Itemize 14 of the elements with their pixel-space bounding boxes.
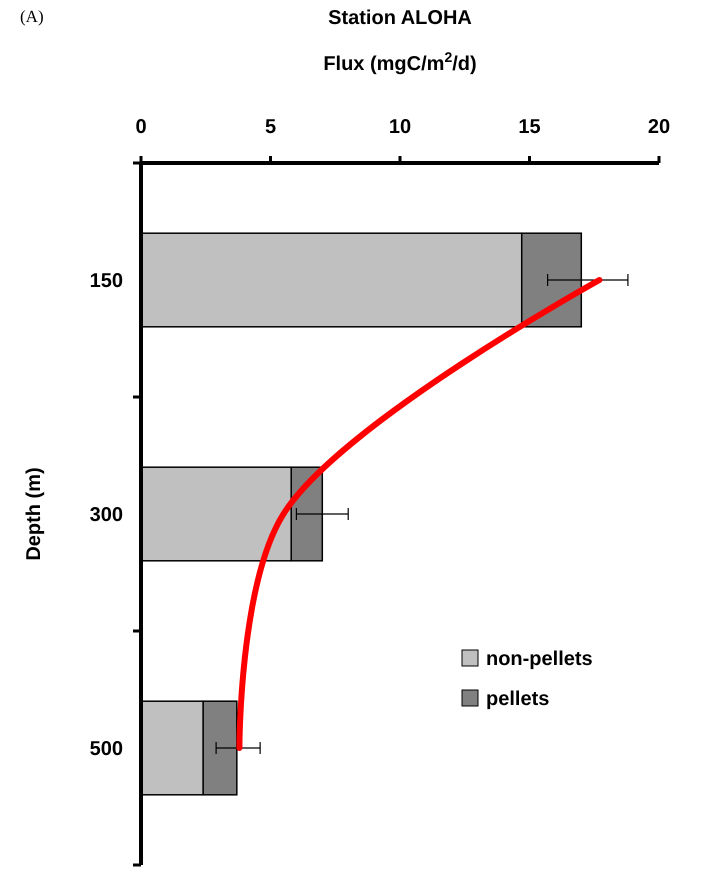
x-axis-title: Flux (mgC/m$^{2}$/d) — [323, 49, 477, 75]
x-tick-label: 15 — [518, 116, 541, 138]
legend-label: pellets — [486, 688, 550, 710]
y-tick-label: 500 — [90, 738, 123, 760]
chart-title: Station ALOHA — [328, 7, 472, 29]
y-tick-label: 300 — [90, 504, 123, 526]
x-tick-label: 5 — [264, 116, 276, 138]
text: (A) — [20, 7, 44, 26]
y-tick-label: 150 — [90, 270, 123, 292]
legend-label: non-pellets — [486, 648, 593, 670]
x-tick-label: 20 — [648, 116, 670, 138]
x-tick-label: 0 — [135, 116, 147, 138]
y-axis-title: Depth (m) — [23, 467, 45, 561]
x-tick-label: 10 — [388, 116, 412, 138]
